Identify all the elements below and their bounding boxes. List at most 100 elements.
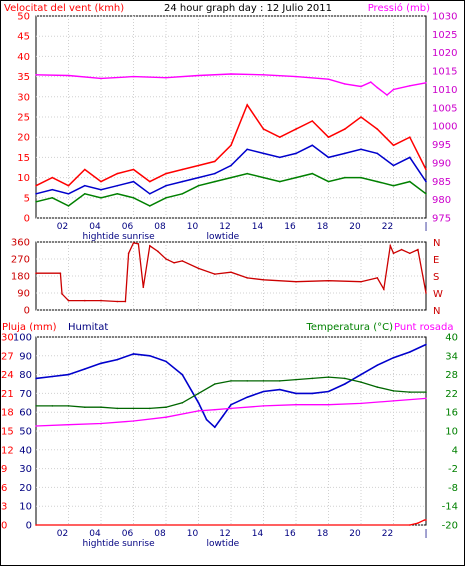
pressure-line-point	[35, 74, 37, 76]
average-line-point	[197, 176, 200, 179]
wind-direction-line-point	[246, 277, 248, 279]
humidity-tick-label: 80	[19, 370, 32, 381]
pressure-line-point	[165, 76, 167, 79]
wind-direction-line-point	[230, 271, 232, 274]
x-annotation-sunrise: sunrise	[122, 539, 155, 549]
pressure-tick-label: 1005	[432, 103, 457, 114]
wind-direction-line-point	[100, 299, 102, 302]
dew-point-axis-label: Punt rosada	[394, 322, 453, 333]
direction-speed-line-point	[230, 176, 232, 179]
direction-speed-line-point	[360, 176, 362, 179]
pressure-line-point	[100, 77, 102, 80]
wind-direction-line-point	[137, 243, 140, 245]
wind-direction-line-point	[157, 250, 159, 253]
pressure-line	[35, 73, 427, 96]
wind-direction-line-point	[360, 280, 362, 283]
gust-line-point	[35, 184, 37, 187]
pressure-line-point	[409, 85, 411, 87]
wind-direction-line-point	[132, 242, 135, 244]
x-tick-label: 20	[349, 529, 361, 539]
pressure-line-point	[370, 81, 372, 83]
average-line-point	[376, 152, 379, 155]
wind-direction-line-point	[35, 272, 37, 275]
average-line-point	[230, 164, 232, 167]
dew-point-line-point	[327, 403, 330, 406]
humidity-tick-label: 90	[19, 351, 32, 362]
wind-direction-line-point	[197, 267, 200, 270]
gust-line-point	[230, 144, 232, 147]
wind-axis-label: Velocitat del vent (kmh)	[4, 3, 124, 14]
x-tick-label: 02	[57, 529, 68, 539]
temperature-tick-label: -8	[448, 483, 458, 494]
temperature-tick-label: -20	[442, 521, 458, 532]
x-tick-label: |	[424, 529, 427, 539]
wind-direction-line-point	[383, 288, 385, 291]
wind-direction-line-point	[61, 293, 63, 295]
x-tick-label: 10	[187, 222, 199, 232]
humidity-line-point	[84, 368, 86, 370]
average-line-point	[181, 180, 184, 183]
humidity-line-point	[35, 377, 37, 380]
direction-speed-line-point	[279, 180, 281, 183]
wind-direction-line-point	[262, 279, 265, 281]
gust-line-point	[262, 128, 265, 130]
temperature-line-point	[214, 383, 216, 385]
temperature-line-point	[311, 377, 314, 380]
x-tick-label: 10	[187, 529, 199, 539]
temperature-axis-label: Temperatura (°C)	[305, 322, 393, 333]
compass-tick-label: S	[433, 272, 439, 283]
temperature-tick-label: 40	[445, 333, 458, 344]
temperature-tick-label: 16	[445, 408, 458, 419]
direction-speed-line-point	[181, 193, 184, 195]
wind-direction-line-point	[124, 300, 127, 303]
humidity-line-point	[149, 355, 151, 357]
temperature-line-point	[262, 380, 265, 382]
temperature-line-point	[116, 407, 119, 410]
wind-tick-label: 5	[24, 193, 30, 204]
wind-tick-label: 10	[17, 173, 30, 184]
x-tick-label: 04	[89, 529, 101, 539]
rain-tick-label: 9	[1, 464, 7, 475]
pressure-tick-label: 990	[432, 158, 451, 169]
gust-line-point	[295, 128, 297, 130]
humidity-line-point	[116, 358, 119, 361]
temperature-line-point	[425, 391, 427, 393]
wind-direction-line-point	[389, 245, 392, 247]
x-tick-label: 02	[57, 222, 68, 232]
x-tick-label: |	[424, 222, 427, 232]
temperature-line-point	[295, 378, 297, 381]
rain-line-point	[35, 524, 37, 526]
gust-line-point	[376, 128, 379, 130]
average-line-point	[51, 188, 54, 191]
dew-point-line-point	[425, 397, 427, 400]
dew-point-line-point	[262, 405, 265, 407]
rain-tick-label: 30	[1, 333, 14, 344]
gust-line-point	[360, 116, 362, 118]
direction-speed-line-point	[344, 176, 346, 179]
x-tick-label: 22	[382, 222, 393, 232]
pressure-line-point	[376, 86, 379, 89]
direction-speed-line-point	[295, 176, 297, 179]
humidity-tick-label: 70	[19, 389, 32, 400]
wind-direction-line-point	[392, 252, 395, 255]
dew-point-line-point	[360, 402, 362, 405]
dew-point-line-point	[214, 408, 216, 411]
average-line-point	[132, 180, 135, 183]
humidity-tick-label: 30	[19, 464, 32, 475]
humidity-axis-label: Humitat	[68, 322, 108, 333]
temperature-line-point	[35, 405, 37, 407]
x-tick-label: 18	[317, 529, 329, 539]
wind-direction-line-point	[67, 299, 70, 302]
pressure-tick-label: 1000	[432, 122, 457, 133]
humidity-line-point	[327, 390, 330, 393]
humidity-tick-label: 20	[19, 483, 32, 494]
direction-speed-line-point	[311, 172, 314, 175]
humidity-line-point	[311, 392, 314, 395]
temperature-line-point	[149, 407, 151, 410]
x-tick-label: 14	[252, 222, 264, 232]
pressure-axis-label: Pressió (mb)	[368, 2, 430, 14]
temperature-tick-label: 4	[452, 445, 458, 456]
wind-tick-label: 0	[24, 214, 30, 225]
x-tick-label: 22	[382, 529, 393, 539]
